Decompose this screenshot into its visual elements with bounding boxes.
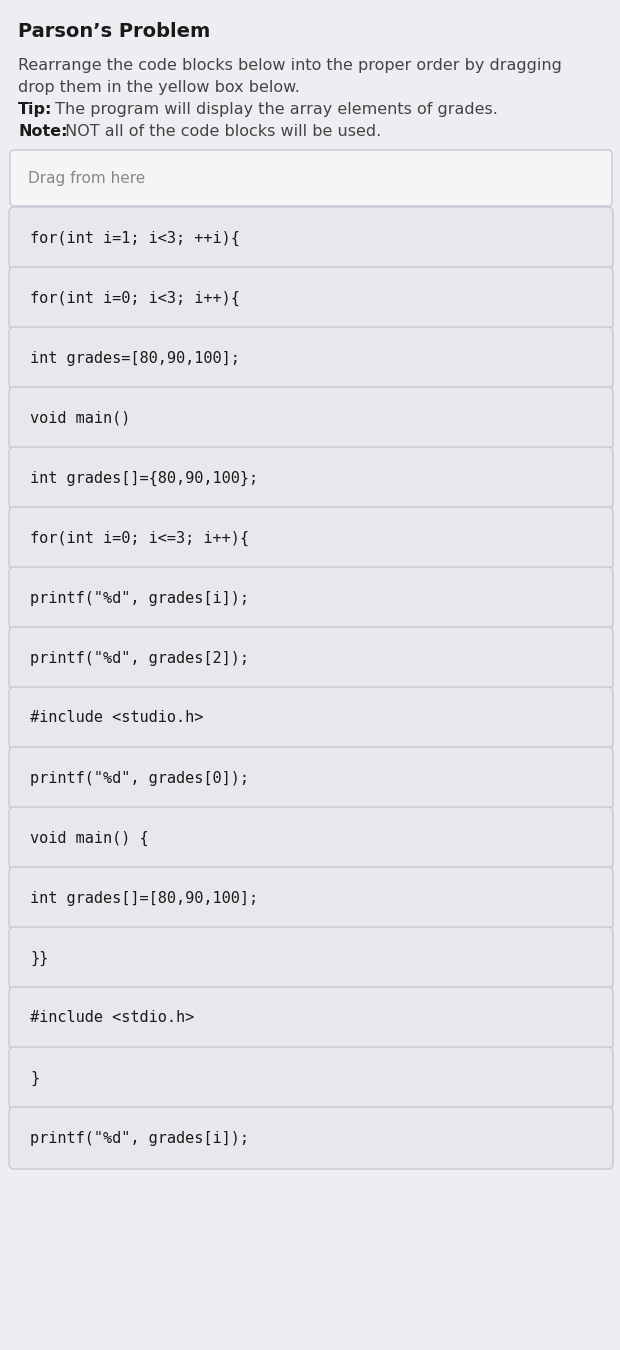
Text: for(int i=0; i<=3; i++){: for(int i=0; i<=3; i++){	[30, 531, 249, 545]
FancyBboxPatch shape	[9, 567, 613, 629]
Text: Drag from here: Drag from here	[28, 170, 145, 185]
Text: Tip:: Tip:	[18, 103, 52, 117]
FancyBboxPatch shape	[9, 987, 613, 1049]
Text: printf("%d", grades[0]);: printf("%d", grades[0]);	[30, 771, 249, 786]
Text: #include <stdio.h>: #include <stdio.h>	[30, 1011, 194, 1026]
FancyBboxPatch shape	[9, 867, 613, 929]
FancyBboxPatch shape	[9, 1107, 613, 1169]
Text: void main(): void main()	[30, 410, 130, 425]
FancyBboxPatch shape	[9, 447, 613, 509]
Text: int grades[]=[80,90,100];: int grades[]=[80,90,100];	[30, 891, 258, 906]
FancyBboxPatch shape	[9, 508, 613, 568]
Text: int grades[]={80,90,100};: int grades[]={80,90,100};	[30, 470, 258, 486]
Text: The program will display the array elements of grades.: The program will display the array eleme…	[50, 103, 498, 117]
Text: int grades=[80,90,100];: int grades=[80,90,100];	[30, 351, 240, 366]
FancyBboxPatch shape	[9, 387, 613, 450]
FancyBboxPatch shape	[9, 267, 613, 329]
Text: NOT all of the code blocks will be used.: NOT all of the code blocks will be used.	[60, 124, 381, 139]
Text: #include <studio.h>: #include <studio.h>	[30, 710, 203, 725]
Text: printf("%d", grades[i]);: printf("%d", grades[i]);	[30, 1130, 249, 1146]
Text: for(int i=0; i<3; i++){: for(int i=0; i<3; i++){	[30, 290, 240, 305]
Text: Rearrange the code blocks below into the proper order by dragging: Rearrange the code blocks below into the…	[18, 58, 562, 73]
Text: Note:: Note:	[18, 124, 68, 139]
FancyBboxPatch shape	[9, 807, 613, 869]
FancyBboxPatch shape	[9, 207, 613, 269]
Text: printf("%d", grades[i]);: printf("%d", grades[i]);	[30, 590, 249, 606]
Text: for(int i=1; i<3; ++i){: for(int i=1; i<3; ++i){	[30, 231, 240, 246]
FancyBboxPatch shape	[9, 927, 613, 990]
FancyBboxPatch shape	[9, 687, 613, 749]
Text: }: }	[30, 1071, 39, 1085]
Text: drop them in the yellow box below.: drop them in the yellow box below.	[18, 80, 300, 94]
Text: Parson’s Problem: Parson’s Problem	[18, 22, 210, 40]
FancyBboxPatch shape	[10, 150, 612, 207]
FancyBboxPatch shape	[9, 747, 613, 809]
Text: }}: }}	[30, 950, 48, 965]
Text: void main() {: void main() {	[30, 830, 149, 845]
FancyBboxPatch shape	[9, 327, 613, 389]
FancyBboxPatch shape	[9, 1048, 613, 1108]
Text: printf("%d", grades[2]);: printf("%d", grades[2]);	[30, 651, 249, 666]
FancyBboxPatch shape	[9, 626, 613, 688]
